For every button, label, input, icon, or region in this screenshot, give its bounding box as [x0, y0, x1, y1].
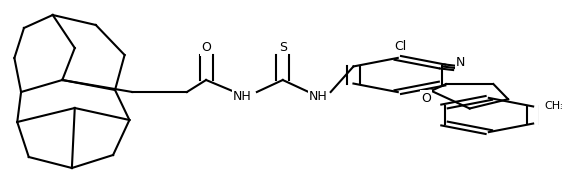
Text: NH: NH: [309, 89, 328, 102]
Text: O: O: [201, 41, 211, 54]
Text: NH: NH: [233, 89, 252, 102]
Text: O: O: [421, 91, 431, 105]
Text: Cl: Cl: [395, 40, 406, 53]
Text: CH₃: CH₃: [545, 102, 562, 111]
Text: N: N: [456, 56, 465, 69]
Text: S: S: [279, 41, 287, 54]
